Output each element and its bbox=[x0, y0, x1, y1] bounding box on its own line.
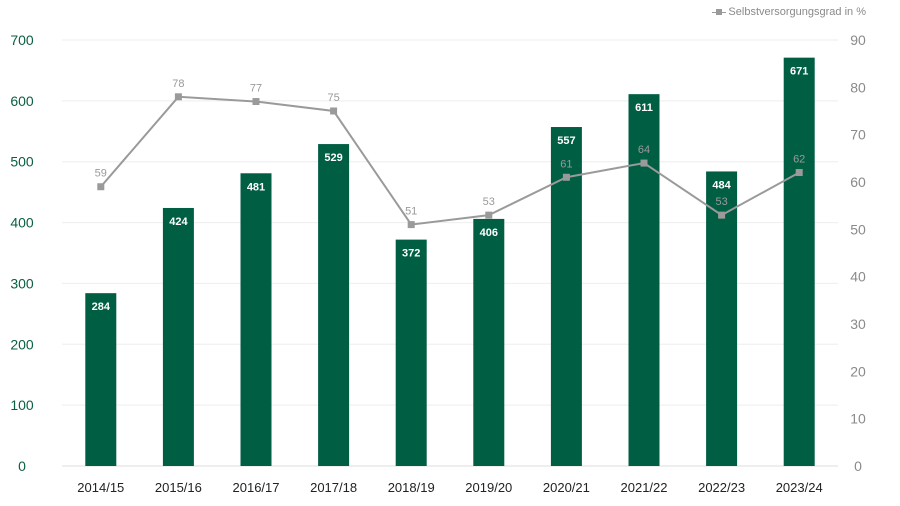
bar-value-label: 671 bbox=[790, 66, 808, 78]
bar-value-label: 424 bbox=[169, 216, 188, 228]
line-value-label: 53 bbox=[483, 196, 495, 208]
bar-value-label: 529 bbox=[324, 152, 342, 164]
right-axis-tick: 60 bbox=[850, 174, 866, 190]
line-value-label: 61 bbox=[560, 158, 572, 170]
legend-label: Selbstversorgungsgrad in % bbox=[728, 6, 866, 18]
bar: 529 bbox=[318, 144, 350, 466]
bar: 284 bbox=[85, 293, 117, 466]
x-axis: 2014/15 2015/16 2016/17 2017/18 2018/19 2019/… bbox=[77, 480, 822, 495]
bar-value-label: 284 bbox=[92, 301, 111, 313]
line-marker-icon bbox=[640, 159, 648, 167]
bar-value-label: 557 bbox=[557, 135, 575, 147]
bar: 557 bbox=[550, 127, 582, 467]
x-axis-category-label: 2020/21 bbox=[543, 480, 590, 495]
line-series: 59 78 77 75 51 53 61 64 53 62 bbox=[95, 78, 805, 229]
right-axis-tick: 40 bbox=[850, 269, 866, 285]
bar-value-label: 406 bbox=[480, 227, 498, 239]
right-axis-tick: 10 bbox=[850, 411, 866, 427]
right-axis-tick: 30 bbox=[850, 316, 866, 332]
x-axis-category-label: 2023/24 bbox=[776, 480, 823, 495]
legend-line-marker-icon bbox=[712, 8, 727, 16]
x-axis-category-label: 2016/17 bbox=[233, 480, 280, 495]
line-marker-icon bbox=[174, 93, 182, 101]
line-value-label: 53 bbox=[715, 196, 727, 208]
left-axis-tick: 100 bbox=[10, 397, 34, 413]
x-axis-category-label: 2015/16 bbox=[155, 480, 202, 495]
line-marker-icon bbox=[795, 169, 803, 177]
x-axis-category-label: 2017/18 bbox=[310, 480, 357, 495]
bar: 611 bbox=[628, 94, 660, 467]
left-axis-tick: 500 bbox=[10, 154, 34, 170]
line-value-label: 75 bbox=[327, 92, 339, 104]
line-marker-icon bbox=[252, 98, 260, 106]
left-y-axis: 0 100 200 300 400 500 600 700 bbox=[10, 32, 34, 474]
left-axis-tick: 600 bbox=[10, 93, 34, 109]
line-value-label: 78 bbox=[172, 78, 184, 90]
bar-series: 284 424 481 529 372 406 557 611 484 671 bbox=[85, 57, 815, 467]
line-value-label: 59 bbox=[95, 168, 107, 180]
line-value-label: 62 bbox=[793, 154, 805, 166]
x-axis-category-label: 2014/15 bbox=[77, 480, 124, 495]
legend: Selbstversorgungsgrad in % bbox=[712, 6, 866, 18]
bar: 671 bbox=[783, 57, 815, 467]
bar: 484 bbox=[706, 171, 738, 467]
right-axis-tick: 90 bbox=[850, 32, 866, 48]
bar: 372 bbox=[395, 239, 427, 466]
line-value-label: 77 bbox=[250, 83, 262, 95]
right-axis-tick: 80 bbox=[850, 79, 866, 95]
x-axis-category-label: 2022/23 bbox=[698, 480, 745, 495]
left-axis-tick: 200 bbox=[10, 336, 34, 352]
right-y-axis: 0 10 20 30 40 50 60 70 80 90 bbox=[850, 32, 866, 474]
bar-value-label: 372 bbox=[402, 248, 420, 260]
line-marker-icon bbox=[485, 211, 493, 219]
x-axis-category-label: 2019/20 bbox=[465, 480, 512, 495]
line-marker-icon bbox=[718, 211, 726, 219]
left-axis-tick: 300 bbox=[10, 275, 34, 291]
line-marker-icon bbox=[562, 173, 570, 181]
right-axis-tick: 70 bbox=[850, 127, 866, 143]
bar: 481 bbox=[240, 173, 272, 466]
bar: 406 bbox=[473, 218, 505, 466]
left-axis-tick: 400 bbox=[10, 215, 34, 231]
line-marker-icon bbox=[97, 183, 105, 191]
left-axis-tick: 700 bbox=[10, 32, 34, 48]
bar-value-label: 484 bbox=[712, 179, 731, 191]
line-value-label: 51 bbox=[405, 206, 417, 218]
bar: 424 bbox=[162, 207, 194, 467]
left-axis-tick: 0 bbox=[18, 458, 26, 474]
line-value-label: 64 bbox=[638, 144, 650, 156]
line-marker-icon bbox=[330, 107, 338, 115]
x-axis-category-label: 2018/19 bbox=[388, 480, 435, 495]
right-axis-tick: 0 bbox=[854, 458, 862, 474]
line-marker-icon bbox=[407, 221, 415, 229]
bar-value-label: 481 bbox=[247, 181, 265, 193]
right-axis-tick: 20 bbox=[850, 363, 866, 379]
bar-value-label: 611 bbox=[635, 102, 653, 114]
right-axis-tick: 50 bbox=[850, 221, 866, 237]
x-axis-category-label: 2021/22 bbox=[621, 480, 668, 495]
